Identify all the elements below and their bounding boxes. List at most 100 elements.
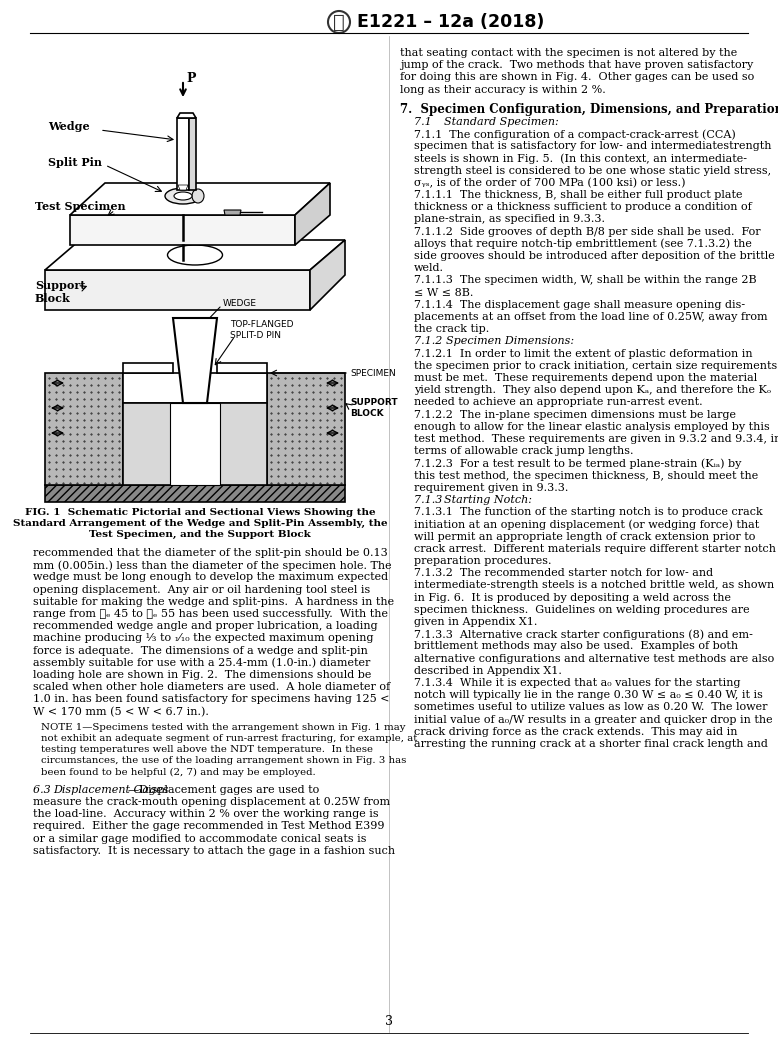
Circle shape xyxy=(328,11,350,33)
Text: placements at an offset from the load line of 0.25W, away from: placements at an offset from the load li… xyxy=(414,312,768,322)
Text: alternative configurations and alternative test methods are also: alternative configurations and alternati… xyxy=(414,654,774,663)
Polygon shape xyxy=(45,373,123,485)
Text: SUPPORT
BLOCK: SUPPORT BLOCK xyxy=(350,399,398,417)
Text: 3: 3 xyxy=(385,1015,393,1029)
Text: crack driving force as the crack extends.  This may aid in: crack driving force as the crack extends… xyxy=(414,727,738,737)
Text: plane-strain, as specified in 9.3.3.: plane-strain, as specified in 9.3.3. xyxy=(414,214,605,225)
Text: 7.1.3.3  Alternative crack starter configurations (8) and em-: 7.1.3.3 Alternative crack starter config… xyxy=(414,629,753,640)
Text: required.  Either the gage recommended in Test Method E399: required. Either the gage recommended in… xyxy=(33,821,384,832)
Text: Split Pin: Split Pin xyxy=(48,156,102,168)
Text: 1.0 in. has been found satisfactory for specimens having 125 <: 1.0 in. has been found satisfactory for … xyxy=(33,694,390,705)
Text: 7.1.3.4  While it is expected that a₀ values for the starting: 7.1.3.4 While it is expected that a₀ val… xyxy=(414,678,741,688)
Text: measure the crack-mouth opening displacement at 0.25W from: measure the crack-mouth opening displace… xyxy=(33,797,390,807)
Text: 7.1.2: 7.1.2 xyxy=(414,336,450,347)
Text: that seating contact with the specimen is not altered by the: that seating contact with the specimen i… xyxy=(400,48,738,58)
Text: range from ℜₑ 45 to ℜₑ 55 has been used successfully.  With the: range from ℜₑ 45 to ℜₑ 55 has been used … xyxy=(33,609,388,619)
Polygon shape xyxy=(217,363,267,373)
Text: circumstances, the use of the loading arrangement shown in Fig. 3 has: circumstances, the use of the loading ar… xyxy=(41,757,406,765)
Text: 7.1.3.1  The function of the starting notch is to produce crack: 7.1.3.1 The function of the starting not… xyxy=(414,507,762,517)
Text: the load-line.  Accuracy within 2 % over the working range is: the load-line. Accuracy within 2 % over … xyxy=(33,809,379,819)
Ellipse shape xyxy=(174,192,192,200)
Text: Specimen Dimensions:: Specimen Dimensions: xyxy=(446,336,574,347)
Text: W < 170 mm (5 < W < 6.7 in.).: W < 170 mm (5 < W < 6.7 in.). xyxy=(33,707,209,717)
Polygon shape xyxy=(45,270,310,310)
Text: mm (0.005in.) less than the diameter of the specimen hole. The: mm (0.005in.) less than the diameter of … xyxy=(33,560,391,570)
Text: 7.1.1.1  The thickness, B, shall be either full product plate: 7.1.1.1 The thickness, B, shall be eithe… xyxy=(414,191,742,200)
Text: suitable for making the wedge and split-pins.  A hardness in the: suitable for making the wedge and split-… xyxy=(33,596,394,607)
Text: sometimes useful to utilize values as low as 0.20 W.  The lower: sometimes useful to utilize values as lo… xyxy=(414,703,768,712)
Text: long as their accuracy is within 2 %.: long as their accuracy is within 2 %. xyxy=(400,84,606,95)
Polygon shape xyxy=(177,118,189,191)
Text: not exhibit an adequate segment of run-arrest fracturing, for example, at: not exhibit an adequate segment of run-a… xyxy=(41,734,417,743)
Text: crack arrest.  Different materials require different starter notch: crack arrest. Different materials requir… xyxy=(414,543,776,554)
Text: needed to achieve an appropriate run-arrest event.: needed to achieve an appropriate run-arr… xyxy=(414,398,703,407)
Text: enough to allow for the linear elastic analysis employed by this: enough to allow for the linear elastic a… xyxy=(414,422,769,432)
Text: given in Appendix X1.: given in Appendix X1. xyxy=(414,617,538,627)
Text: Displacement Gages: Displacement Gages xyxy=(53,785,169,794)
Text: Test Specimen, and the Support Block: Test Specimen, and the Support Block xyxy=(89,530,311,539)
Text: Wedge: Wedge xyxy=(48,122,89,132)
Text: Support
Block: Support Block xyxy=(35,280,86,304)
Text: in Fig. 6.  It is produced by depositing a weld across the: in Fig. 6. It is produced by depositing … xyxy=(414,592,731,603)
Text: Standard Arrangement of the Wedge and Split-Pin Assembly, the: Standard Arrangement of the Wedge and Sp… xyxy=(12,519,387,528)
Text: the crack tip.: the crack tip. xyxy=(414,324,489,334)
Text: the specimen prior to crack initiation, certain size requirements: the specimen prior to crack initiation, … xyxy=(414,361,777,371)
Text: P: P xyxy=(186,72,195,85)
Text: 7.1.3.2  The recommended starter notch for low- and: 7.1.3.2 The recommended starter notch fo… xyxy=(414,568,713,578)
Text: jump of the crack.  Two methods that have proven satisfactory: jump of the crack. Two methods that have… xyxy=(400,60,753,70)
Text: machine producing ⅓ to ₁⁄₁₀ the expected maximum opening: machine producing ⅓ to ₁⁄₁₀ the expected… xyxy=(33,633,373,643)
Text: 7.1.3: 7.1.3 xyxy=(414,496,450,505)
Text: 7.1.1.3  The specimen width, W, shall be within the range 2B: 7.1.1.3 The specimen width, W, shall be … xyxy=(414,276,757,285)
Text: opening displacement.  Any air or oil hardening tool steel is: opening displacement. Any air or oil har… xyxy=(33,585,370,594)
Text: been found to be helpful (2, 7) and may be employed.: been found to be helpful (2, 7) and may … xyxy=(41,767,316,777)
Polygon shape xyxy=(123,373,267,403)
Polygon shape xyxy=(224,210,241,215)
Text: yield strength.  They also depend upon Kₐ, and therefore the Kₒ: yield strength. They also depend upon Kₐ… xyxy=(414,385,771,396)
Text: TOP-FLANGED
SPLIT-D PIN: TOP-FLANGED SPLIT-D PIN xyxy=(230,321,293,339)
Text: intermediate-strength steels is a notched brittle weld, as shown: intermediate-strength steels is a notche… xyxy=(414,581,774,590)
Text: SPECIMEN: SPECIMEN xyxy=(350,369,396,378)
Text: weld.: weld. xyxy=(414,263,444,273)
Text: 7.1.1  The configuration of a compact-crack-arrest (CCA): 7.1.1 The configuration of a compact-cra… xyxy=(414,129,736,139)
Polygon shape xyxy=(189,118,196,191)
Polygon shape xyxy=(267,373,345,485)
Text: 7.1.2.3  For a test result to be termed plane-strain (Kᵢₐ) by: 7.1.2.3 For a test result to be termed p… xyxy=(414,458,741,468)
Text: initial value of a₀/W results in a greater and quicker drop in the: initial value of a₀/W results in a great… xyxy=(414,714,773,725)
Text: NOTE 1—Specimens tested with the arrangement shown in Fig. 1 may: NOTE 1—Specimens tested with the arrange… xyxy=(41,722,405,732)
Polygon shape xyxy=(123,403,267,485)
Text: specimen that is satisfactory for low- and intermediatestrength: specimen that is satisfactory for low- a… xyxy=(414,142,772,151)
Text: Ⓐ: Ⓐ xyxy=(333,12,345,31)
Text: scaled when other hole diameters are used.  A hole diameter of: scaled when other hole diameters are use… xyxy=(33,682,390,692)
Text: 7.1.2.2  The in-plane specimen dimensions must be large: 7.1.2.2 The in-plane specimen dimensions… xyxy=(414,409,736,420)
Text: Test Specimen: Test Specimen xyxy=(35,202,125,212)
Text: assembly suitable for use with a 25.4-mm (1.0-in.) diameter: assembly suitable for use with a 25.4-mm… xyxy=(33,658,370,668)
Text: satisfactory.  It is necessary to attach the gage in a fashion such: satisfactory. It is necessary to attach … xyxy=(33,845,395,856)
Text: Starting Notch:: Starting Notch: xyxy=(444,496,532,505)
Text: 7.  Specimen Configuration, Dimensions, and Preparation: 7. Specimen Configuration, Dimensions, a… xyxy=(400,103,778,116)
Text: initiation at an opening displacement (or wedging force) that: initiation at an opening displacement (o… xyxy=(414,519,759,530)
Text: or a similar gage modified to accommodate conical seats is: or a similar gage modified to accommodat… xyxy=(33,834,366,843)
Text: arresting the running crack at a shorter final crack length and: arresting the running crack at a shorter… xyxy=(414,739,768,750)
Ellipse shape xyxy=(165,188,201,204)
Text: ≤ W ≤ 8B.: ≤ W ≤ 8B. xyxy=(414,287,473,298)
Text: 6.3: 6.3 xyxy=(33,785,58,794)
Text: force is adequate.  The dimensions of a wedge and split-pin: force is adequate. The dimensions of a w… xyxy=(33,645,368,656)
Text: —Displacement gages are used to: —Displacement gages are used to xyxy=(128,785,319,794)
Text: side grooves should be introduced after deposition of the brittle: side grooves should be introduced after … xyxy=(414,251,775,261)
Text: this test method, the specimen thickness, B, should meet the: this test method, the specimen thickness… xyxy=(414,471,759,481)
Text: 7.1: 7.1 xyxy=(414,117,441,127)
Polygon shape xyxy=(123,363,173,373)
Text: must be met.  These requirements depend upon the material: must be met. These requirements depend u… xyxy=(414,373,757,383)
Text: σᵧₛ, is of the order of 700 MPa (100 ksi) or less.): σᵧₛ, is of the order of 700 MPa (100 ksi… xyxy=(414,178,685,188)
Text: 7.1.1.4  The displacement gage shall measure opening dis-: 7.1.1.4 The displacement gage shall meas… xyxy=(414,300,745,310)
Text: notch will typically lie in the range 0.30 W ≤ a₀ ≤ 0.40 W, it is: notch will typically lie in the range 0.… xyxy=(414,690,763,701)
Polygon shape xyxy=(173,318,217,403)
Text: wedge must be long enough to develop the maximum expected: wedge must be long enough to develop the… xyxy=(33,573,388,582)
Text: test method.  These requirements are given in 9.3.2 and 9.3.4, in: test method. These requirements are give… xyxy=(414,434,778,445)
Text: recommended that the diameter of the split-pin should be 0.13: recommended that the diameter of the spl… xyxy=(33,548,387,558)
Text: FIG. 1  Schematic Pictorial and Sectional Views Showing the: FIG. 1 Schematic Pictorial and Sectional… xyxy=(25,508,375,517)
Text: WEDGE: WEDGE xyxy=(223,299,257,307)
Text: requirement given in 9.3.3.: requirement given in 9.3.3. xyxy=(414,483,569,492)
Text: Standard Specimen:: Standard Specimen: xyxy=(444,117,559,127)
Polygon shape xyxy=(310,240,345,310)
